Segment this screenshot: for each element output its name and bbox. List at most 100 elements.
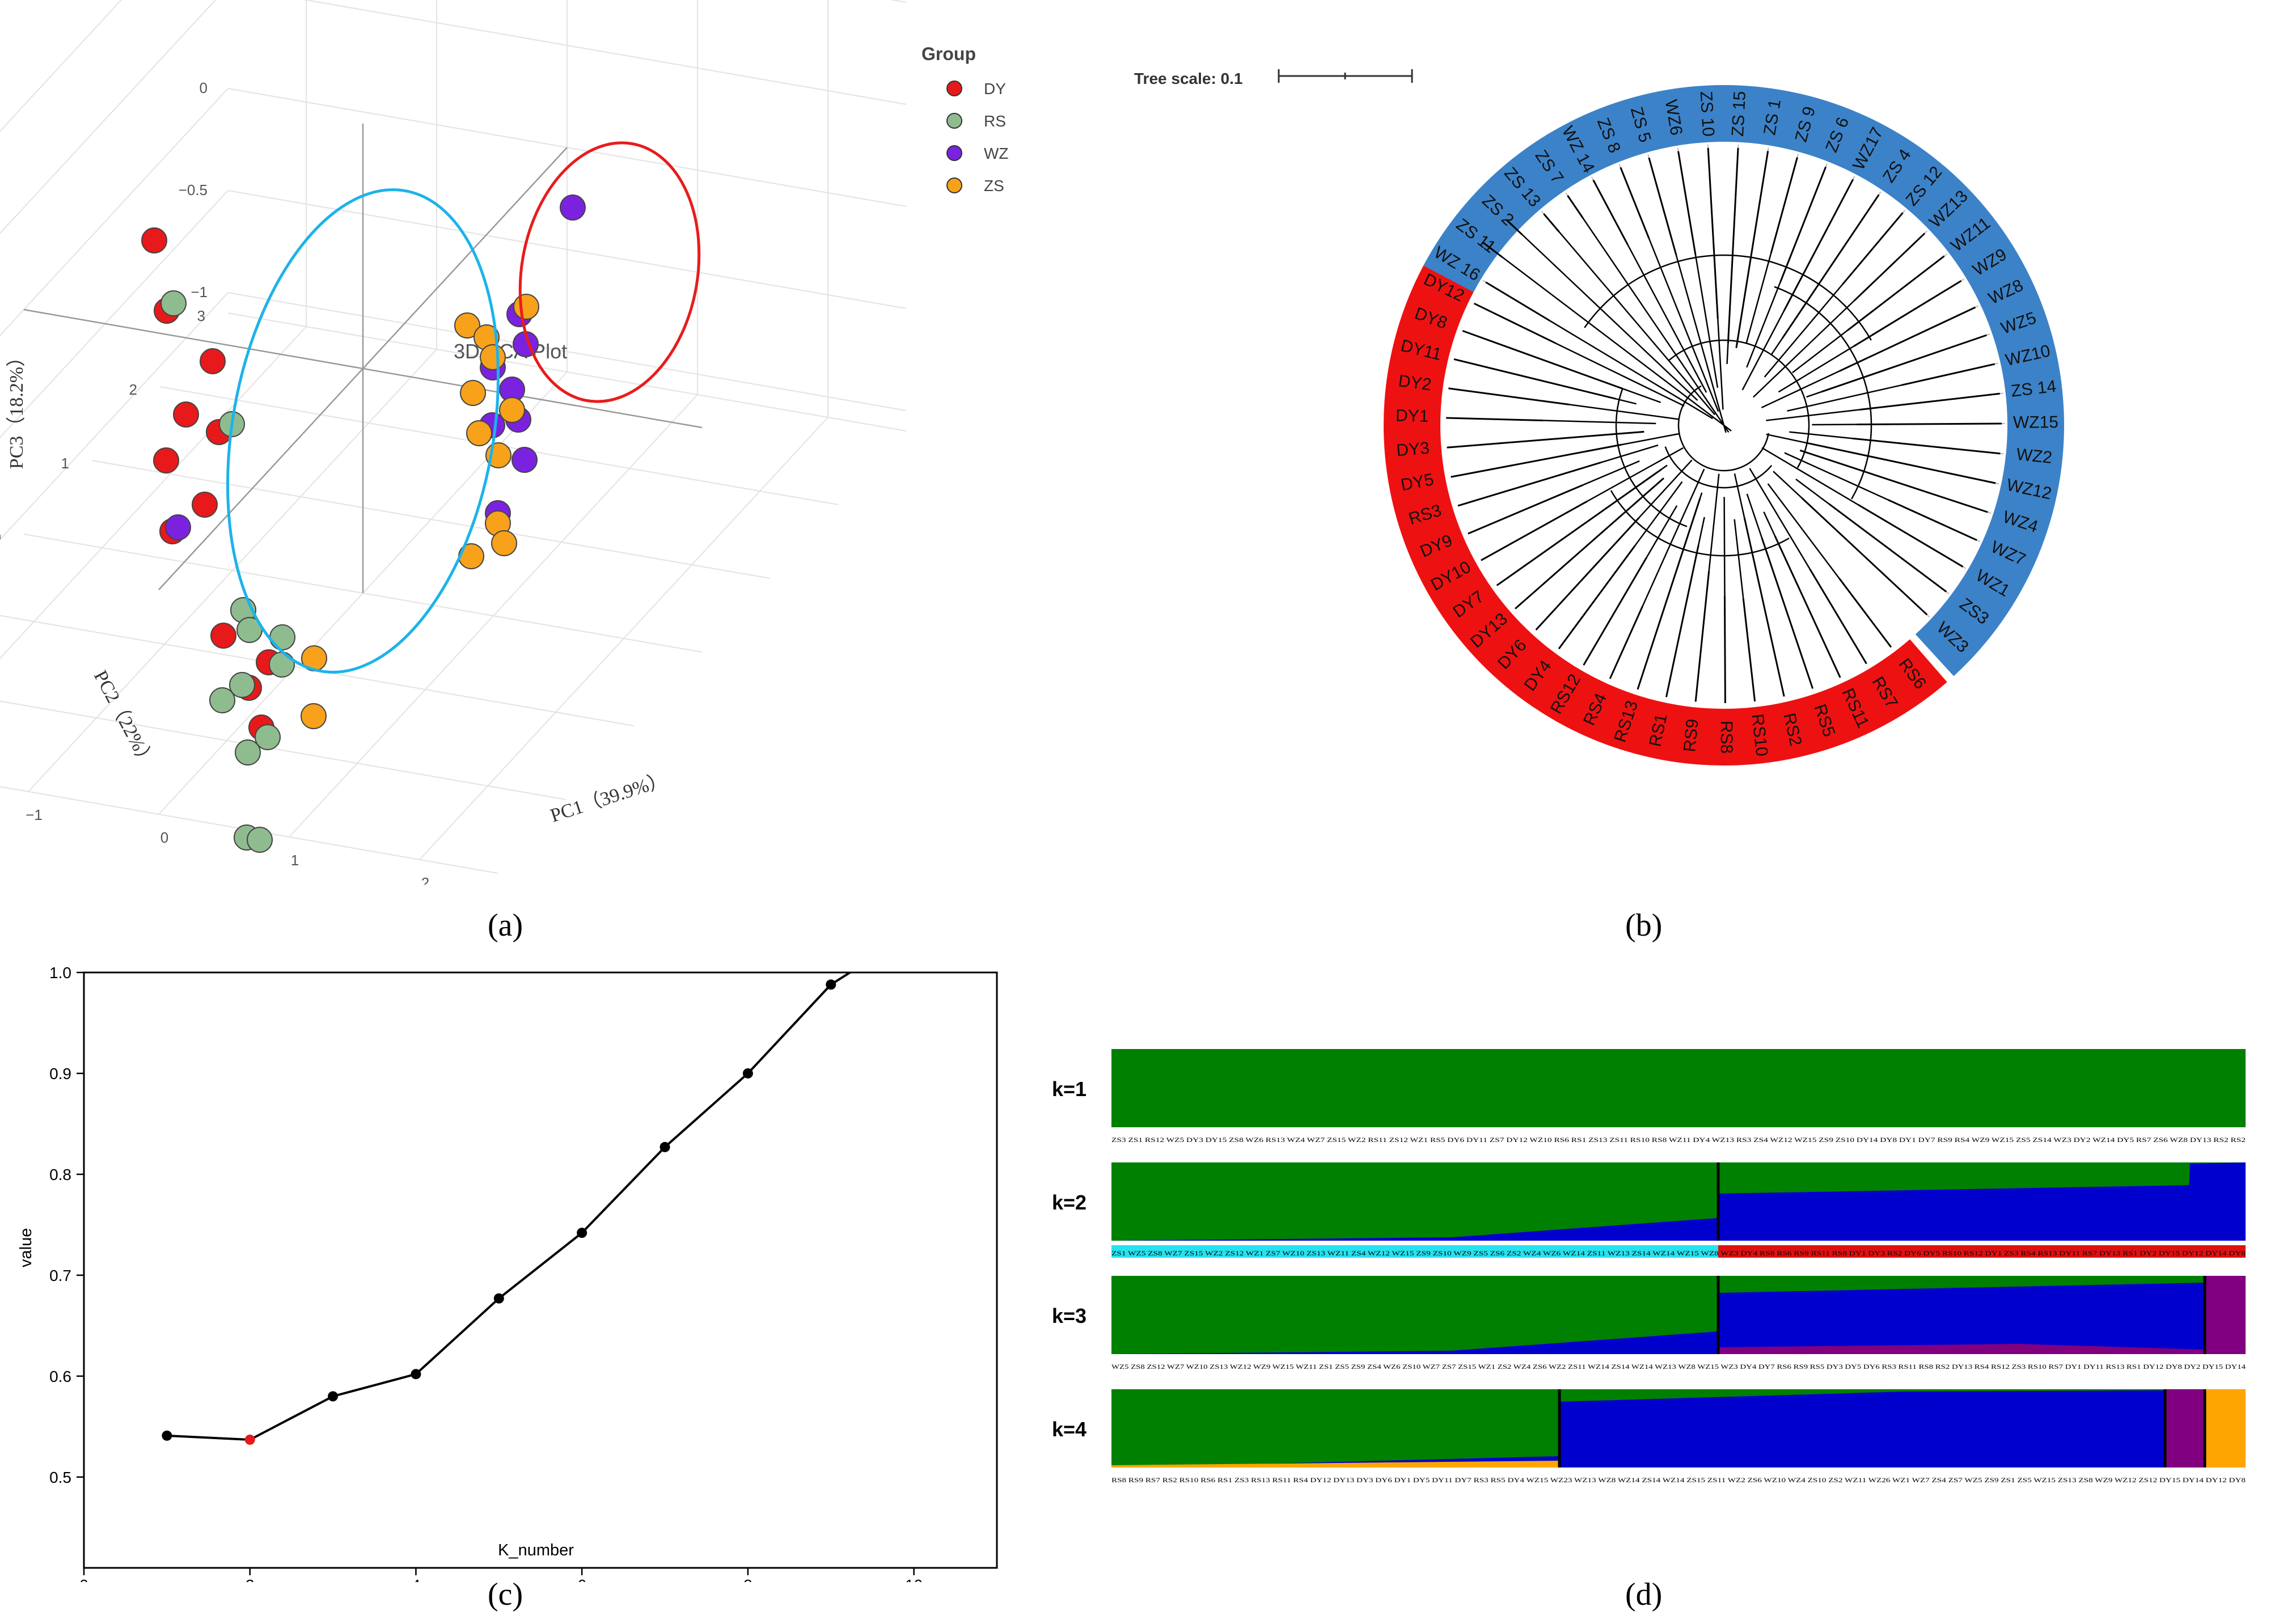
grid-line [0,615,635,726]
tree-branch [1778,345,1854,393]
ring-blue-segment [1423,85,2064,676]
tree-scale-label: Tree scale: 0.1 [1134,70,1242,87]
tree-branch [1558,545,1636,650]
legend-label-zs: ZS [984,177,1004,194]
k-point [659,1141,670,1152]
k-point [742,1068,753,1079]
tree-branch [1745,253,1772,344]
c-line [162,972,852,1445]
tree-branch [1457,462,1601,507]
x-tick-label: 2 [246,1576,255,1582]
k-point [411,1369,421,1380]
pca-legend: Group DY RS WZ ZS [921,44,1009,194]
x-tick-label: 8 [743,1576,752,1582]
k3-purple-fringe [1718,1344,2205,1354]
y-tick: 0 [0,528,1,545]
x-tick: 1 [291,852,299,869]
y-tick-label: 0.5 [49,1469,71,1486]
tree-branch [1558,231,1716,416]
pca-z-axis-label: PC3（18.2%） [6,348,27,469]
pca-point-rs [269,652,295,678]
tree-branch [1587,447,1684,502]
tree-branch [1473,302,1557,344]
tree-dash [1676,145,1679,151]
tree-branch [1792,329,1848,374]
z-tick: 0 [200,79,208,96]
tree-branch [1779,166,1827,283]
tree-dash [1963,566,1968,570]
tree-branch [1543,213,1560,232]
tree-branch [1746,493,1763,538]
y-tick-label: 0.8 [49,1166,71,1183]
pca-point-rs [229,672,255,698]
tree-branch [1481,500,1588,561]
y-tick: 3 [197,307,205,324]
tree-branch [1783,179,1854,311]
y-tick-label: 1.0 [49,964,71,982]
pca-point-wz [165,514,191,540]
tree-branch [1799,449,1988,513]
ellipse-wz-zs [518,141,701,403]
pca-point-zs [499,397,525,423]
tree-branch [1806,442,1996,484]
tree-clade-arc [1774,286,1872,500]
tree-leaf-label: DY3 [1396,439,1430,460]
pca-point-rs [209,687,235,713]
tree-dash [1999,392,2006,395]
tree-branch [1583,557,1648,666]
tree-branch [1482,241,1732,432]
tree-dash [1986,332,1993,336]
pca-3d-plot: 10.50−0.5−13210−1−2−3210−1−2 3D PCA Plot… [0,0,1009,885]
tree-branch [1468,484,1584,535]
tree-branch [1496,468,1662,586]
tree-dash [1707,142,1709,148]
tree-leaf-label: DY1 [1396,407,1429,426]
tree-dash [1975,304,1981,308]
x-tick-label: 4 [412,1576,421,1582]
tree-dash [1618,162,1621,168]
pca-point-zs [301,703,327,729]
tree-branch [1795,478,1829,505]
pca-point-zs [491,530,517,556]
tree-branch [1515,477,1664,610]
tree-branch [1592,179,1629,245]
tree-dash [1767,145,1770,151]
legend-marker-wz [946,145,962,161]
tree-branch [1633,431,1644,434]
tree-branch [1726,343,1729,365]
panel-label-c: (c) [488,1577,523,1612]
tree-scale-bar [1278,69,1413,83]
tree-branch [1764,284,1843,378]
pca-point-wz [560,194,586,221]
k-sample-ids: WZ5 ZS8 ZS12 WZ7 WZ10 ZS13 WZ12 WZ9 WZ15… [1111,1363,2246,1371]
pca-point-rs [269,624,295,650]
grid-line [227,190,907,309]
tree-dash [1926,614,1932,619]
tree-branch [1852,437,2001,455]
tree-branch [1535,517,1640,631]
k-row-label: k=1 [1052,1077,1086,1101]
k-row-label: k=4 [1052,1418,1086,1441]
y-tick: 2 [129,381,137,398]
tree-branch [1761,447,1859,505]
pca-point-dy [141,227,167,253]
tree-dash [1902,208,1907,213]
tree-leaf-label: WZ2 [2015,445,2053,467]
k1-green [1111,1049,2246,1127]
legend-marker-rs [946,113,962,129]
k-sample-ids: ZS3 ZS1 RS12 WZ5 DY3 DY15 ZS8 WZ6 RS13 W… [1111,1136,2246,1144]
tree-dash [1878,189,1883,195]
tree-dash [1647,152,1650,158]
tree-branch [1774,535,1841,678]
x-tick: 0 [160,829,168,846]
y-tick-label: 0.7 [49,1267,71,1284]
tree-branch [1766,433,1806,444]
x-tick-label: 0 [79,1576,88,1582]
k2-strip-cyan [1111,1245,1718,1258]
k3-blue-left [1111,1331,1718,1354]
tree-branch [1451,443,1622,478]
tree-branch [1609,606,1644,679]
tree-branch [1568,404,1680,420]
tree-branch [1781,194,1880,339]
circular-tree: Tree scale: 0.1 DY12DY8DY11DY2DY1DY3DY5R… [1134,69,2064,766]
